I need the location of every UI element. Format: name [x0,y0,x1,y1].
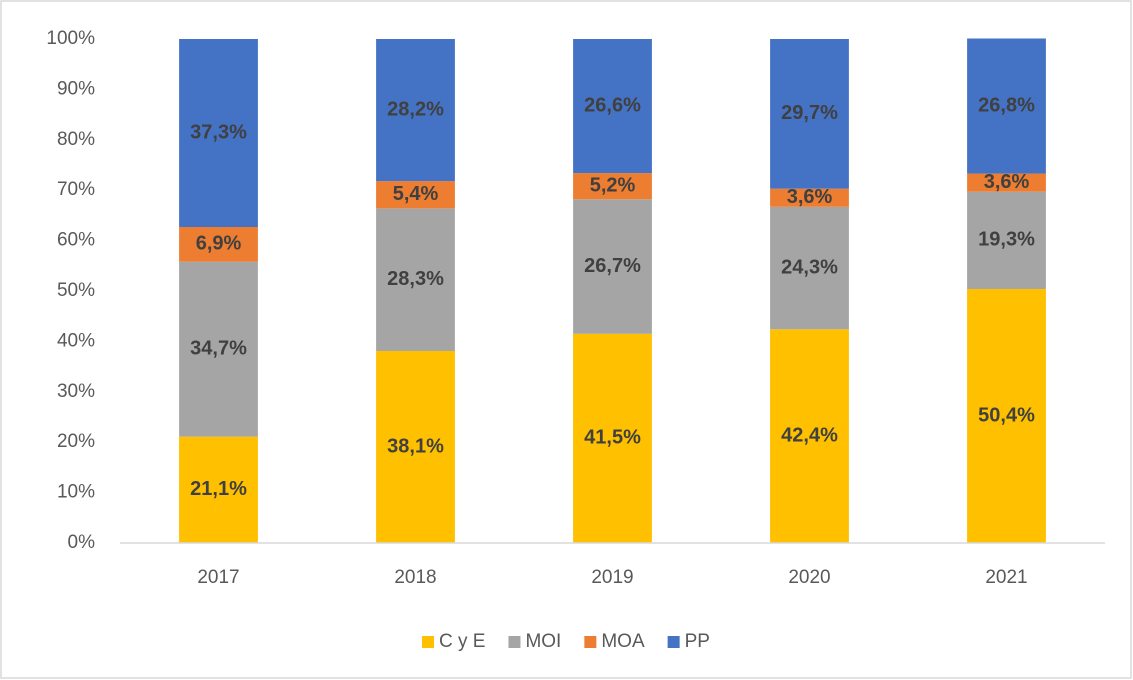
y-tick-label: 80% [57,129,95,150]
data-label: 26,7% [584,255,641,277]
y-tick-label: 20% [57,431,95,452]
bar-segment [179,261,258,437]
x-tick-label: 2019 [591,567,633,588]
x-tick-label: 2020 [788,567,830,588]
bar-segment [967,191,1046,289]
bar-segment [179,226,258,262]
legend-label: PP [685,631,710,652]
bar-segment [770,39,849,189]
data-label: 28,3% [387,268,444,290]
legend-label: MOA [601,631,645,652]
data-label: 37,3% [190,121,247,143]
bar-segment [179,39,258,227]
data-label: 19,3% [978,229,1035,251]
y-tick-label: 70% [57,179,95,200]
legend-label: MOI [525,631,561,652]
x-tick-label: 2017 [197,567,239,588]
bar-segment [376,39,455,182]
data-label: 3,6% [984,171,1030,193]
bar-segment [376,350,455,543]
bar-segment [770,329,849,543]
legend-swatch [584,636,597,648]
bar-segment [376,181,455,209]
bar-segment [967,173,1046,192]
data-label: 5,4% [393,183,439,205]
y-tick-label: 0% [68,532,96,553]
bar-segment [770,206,849,330]
data-label: 28,2% [387,98,444,120]
bar-segment [573,173,652,200]
bar-segment [967,38,1046,174]
data-label: 24,3% [781,256,838,278]
data-label: 50,4% [978,404,1035,426]
bar-segment [573,199,652,334]
y-tick-label: 40% [57,330,95,351]
data-label: 21,1% [190,478,247,500]
data-label: 34,7% [190,337,247,359]
y-tick-label: 90% [57,78,95,99]
bar-segment [573,333,652,543]
legend-swatch [667,636,680,648]
bar-segment [967,288,1046,543]
bar-segment [770,188,849,207]
legend-swatch [508,636,521,648]
data-label: 26,8% [978,94,1035,116]
data-label: 26,6% [584,94,641,116]
y-tick-label: 50% [57,280,95,301]
y-tick-label: 100% [46,28,95,49]
data-label: 5,2% [590,174,636,196]
data-label: 42,4% [781,424,838,446]
bar-segment [376,208,455,351]
data-label: 3,6% [787,186,833,208]
data-label: 6,9% [196,233,242,255]
x-tick-label: 2021 [985,567,1027,588]
x-tick-label: 2018 [394,567,436,588]
bar-segment [573,39,652,174]
y-tick-label: 60% [57,230,95,251]
data-label: 29,7% [781,102,838,124]
legend-label: C y E [439,631,485,652]
data-label: 38,1% [387,435,444,457]
data-label: 41,5% [584,427,641,449]
y-tick-label: 10% [57,482,95,503]
legend-swatch [422,636,435,648]
y-tick-label: 30% [57,381,95,402]
bar-segment [179,436,258,543]
